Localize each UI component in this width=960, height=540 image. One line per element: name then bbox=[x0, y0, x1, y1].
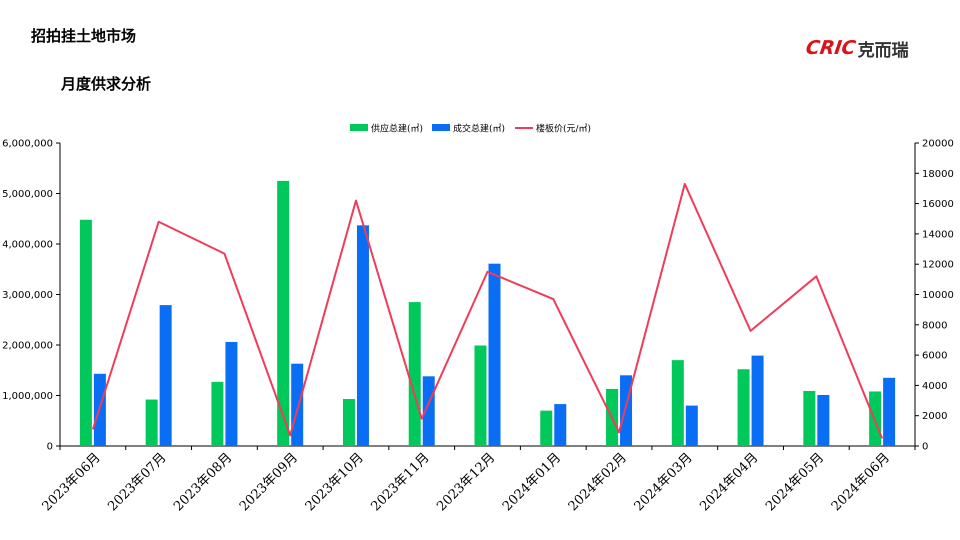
x-category-label: 2024年06月 bbox=[829, 450, 893, 514]
y-left-tick-label: 4,000,000 bbox=[2, 240, 53, 251]
deal-bar bbox=[356, 225, 369, 446]
x-category-label: 2023年06月 bbox=[40, 450, 104, 514]
deal-bar bbox=[883, 377, 896, 446]
deal-bar bbox=[291, 363, 304, 446]
y-right-tick-label: 4000 bbox=[922, 381, 947, 392]
legend-swatch bbox=[432, 124, 450, 131]
y-right-tick-label: 0 bbox=[922, 442, 928, 453]
y-right-tick-label: 12000 bbox=[922, 260, 954, 271]
x-axis-labels: 2023年06月 2023年07月 2023年08月 2023年09月 2023年10月… bbox=[40, 450, 893, 514]
y-right-tick-label: 8000 bbox=[922, 320, 947, 331]
chart-axes: 0 1,000,000 2,000,000 3,000,000 4,000,000 5,0… bbox=[2, 139, 954, 453]
y-left-tick-label: 0 bbox=[47, 442, 53, 453]
cric-logo: CRIC 克而瑞 bbox=[804, 36, 909, 61]
y-left-tick-label: 1,000,000 bbox=[2, 391, 53, 402]
y-right-tick-label: 6000 bbox=[922, 351, 947, 362]
line-series bbox=[91, 182, 884, 439]
y-left-tick-label: 5,000,000 bbox=[2, 189, 53, 200]
deal-bar bbox=[620, 375, 633, 446]
page-title: 招拍挂土地市场 bbox=[31, 27, 137, 45]
x-category-label: 2023年10月 bbox=[303, 450, 367, 514]
x-category-label: 2024年03月 bbox=[632, 450, 696, 514]
x-category-label: 2023年08月 bbox=[171, 450, 235, 514]
bar-series bbox=[79, 180, 896, 446]
supply-bar bbox=[342, 399, 355, 446]
legend-label: 楼板价(元/㎡) bbox=[536, 123, 591, 135]
y-right-tick-label: 14000 bbox=[922, 229, 954, 240]
supply-bar bbox=[540, 410, 553, 446]
legend-label: 成交总建(㎡) bbox=[453, 123, 505, 135]
supply-bar bbox=[671, 360, 684, 446]
legend-swatch bbox=[350, 124, 368, 131]
chart-legend: 供应总建(㎡) 成交总建(㎡) 楼板价(元/㎡) bbox=[350, 123, 591, 135]
deal-bar bbox=[422, 376, 435, 446]
y-left-tick-label: 3,000,000 bbox=[2, 290, 53, 301]
supply-bar bbox=[803, 390, 816, 446]
deal-bar bbox=[488, 263, 501, 446]
supply-bar bbox=[737, 369, 750, 446]
deal-bar bbox=[751, 355, 764, 446]
x-category-label: 2023年11月 bbox=[368, 450, 432, 514]
price-line bbox=[91, 182, 884, 439]
x-category-label: 2023年07月 bbox=[105, 450, 169, 514]
supply-bar bbox=[474, 345, 487, 446]
x-category-label: 2024年02月 bbox=[566, 450, 630, 514]
y-right-tick-label: 18000 bbox=[922, 169, 954, 180]
deal-bar bbox=[159, 305, 172, 446]
y-right-tick-label: 10000 bbox=[922, 290, 954, 301]
y-right-tick-label: 20000 bbox=[922, 139, 954, 150]
x-category-label: 2024年05月 bbox=[763, 450, 827, 514]
supply-bar bbox=[79, 219, 92, 446]
y-left-tick-label: 6,000,000 bbox=[2, 139, 53, 150]
deal-bar bbox=[817, 394, 830, 446]
supply-bar bbox=[408, 302, 421, 446]
supply-bar bbox=[145, 399, 158, 446]
x-category-label: 2023年12月 bbox=[434, 450, 498, 514]
x-category-label: 2023年09月 bbox=[237, 450, 301, 514]
deal-bar bbox=[554, 404, 567, 446]
legend-label: 供应总建(㎡) bbox=[371, 123, 423, 135]
supply-bar bbox=[211, 381, 224, 446]
deal-bar bbox=[225, 341, 238, 446]
y-left-tick-label: 2,000,000 bbox=[2, 341, 53, 352]
logo-text: 克而瑞 bbox=[857, 40, 909, 61]
deal-bar bbox=[685, 405, 698, 446]
chart-subtitle: 月度供求分析 bbox=[61, 75, 152, 93]
y-right-tick-label: 2000 bbox=[922, 411, 947, 422]
supply-bar bbox=[277, 180, 290, 446]
x-category-label: 2024年01月 bbox=[500, 450, 564, 514]
x-category-label: 2024年04月 bbox=[697, 450, 761, 514]
y-right-tick-label: 16000 bbox=[922, 199, 954, 210]
